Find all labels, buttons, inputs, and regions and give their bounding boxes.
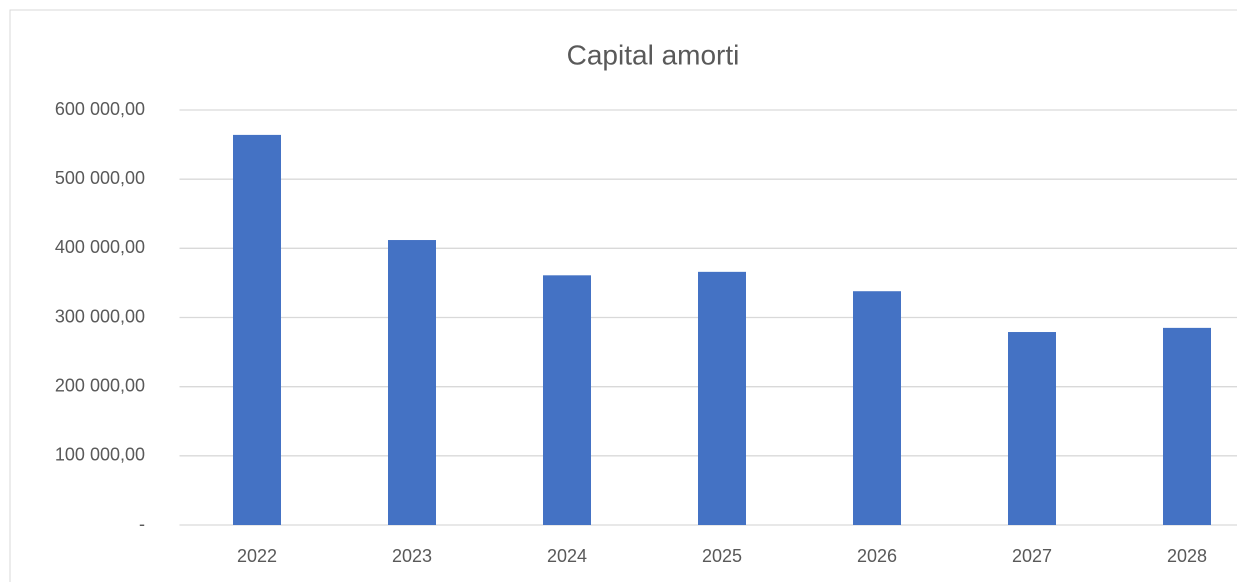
y-tick-label: 500 000,00 xyxy=(55,168,145,188)
x-tick-label: 2025 xyxy=(702,546,742,566)
x-tick-label: 2026 xyxy=(857,546,897,566)
y-tick-label: - xyxy=(139,514,145,534)
y-tick-label: 300 000,00 xyxy=(55,306,145,326)
bar xyxy=(543,275,591,525)
bar xyxy=(853,291,901,525)
y-tick-label: 600 000,00 xyxy=(55,99,145,119)
bar xyxy=(1163,327,1211,525)
chart-title: Capital amorti xyxy=(567,39,740,70)
bar xyxy=(698,271,746,525)
y-tick-label: 100 000,00 xyxy=(55,445,145,465)
x-tick-label: 2024 xyxy=(547,546,587,566)
x-tick-label: 2028 xyxy=(1167,546,1207,566)
x-tick-label: 2027 xyxy=(1012,546,1052,566)
y-tick-label: 200 000,00 xyxy=(55,375,145,395)
bar xyxy=(1008,332,1056,525)
bar xyxy=(388,240,436,526)
x-tick-label: 2022 xyxy=(237,546,277,566)
bar xyxy=(233,134,281,525)
x-tick-label: 2023 xyxy=(392,546,432,566)
y-tick-label: 400 000,00 xyxy=(55,237,145,257)
